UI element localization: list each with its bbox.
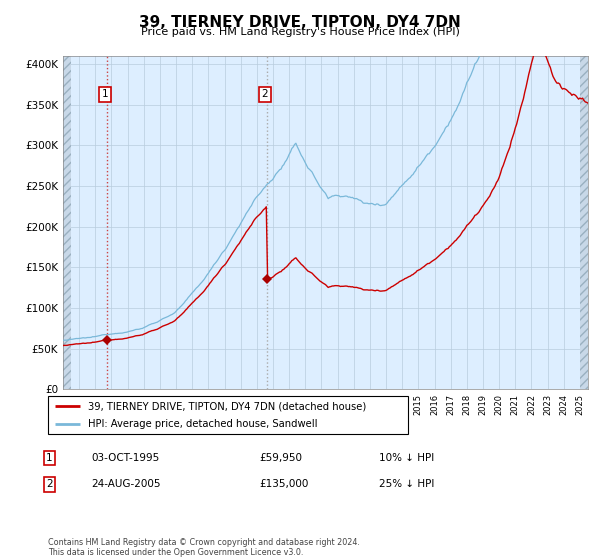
Bar — [63, 56, 71, 389]
Text: 2: 2 — [46, 479, 53, 489]
Bar — [580, 56, 588, 389]
Text: £135,000: £135,000 — [259, 479, 308, 489]
Text: 1: 1 — [46, 453, 53, 463]
Text: 1: 1 — [101, 89, 109, 99]
Text: 25% ↓ HPI: 25% ↓ HPI — [379, 479, 434, 489]
Text: 39, TIERNEY DRIVE, TIPTON, DY4 7DN: 39, TIERNEY DRIVE, TIPTON, DY4 7DN — [139, 15, 461, 30]
Text: 39, TIERNEY DRIVE, TIPTON, DY4 7DN (detached house): 39, TIERNEY DRIVE, TIPTON, DY4 7DN (deta… — [88, 401, 366, 411]
Text: 10% ↓ HPI: 10% ↓ HPI — [379, 453, 434, 463]
Text: Contains HM Land Registry data © Crown copyright and database right 2024.
This d: Contains HM Land Registry data © Crown c… — [48, 538, 360, 557]
Text: 2: 2 — [262, 89, 268, 99]
FancyBboxPatch shape — [48, 396, 408, 434]
Text: 24-AUG-2005: 24-AUG-2005 — [91, 479, 161, 489]
Text: £59,950: £59,950 — [259, 453, 302, 463]
Text: Price paid vs. HM Land Registry's House Price Index (HPI): Price paid vs. HM Land Registry's House … — [140, 27, 460, 37]
Text: 03-OCT-1995: 03-OCT-1995 — [91, 453, 160, 463]
Text: HPI: Average price, detached house, Sandwell: HPI: Average price, detached house, Sand… — [88, 419, 317, 429]
